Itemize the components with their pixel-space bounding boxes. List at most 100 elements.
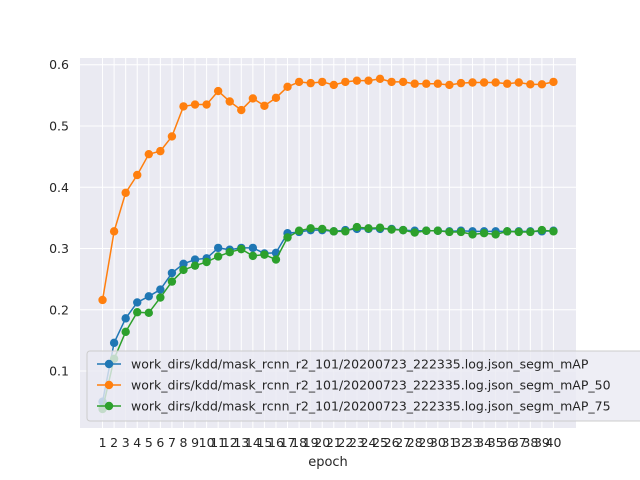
data-point: [133, 298, 142, 307]
x-tick-label: 3: [122, 435, 130, 450]
x-tick-label: 35: [488, 435, 504, 450]
data-point: [537, 80, 547, 89]
data-point: [283, 233, 292, 242]
data-point: [156, 146, 165, 156]
y-tick-label: 0.5: [49, 118, 69, 133]
data-point: [398, 77, 408, 87]
legend-label: work_dirs/kdd/mask_rcnn_r2_101/20200723_…: [131, 378, 611, 393]
x-tick-label: 34: [476, 435, 492, 450]
legend-label: work_dirs/kdd/mask_rcnn_r2_101/20200723_…: [131, 399, 611, 414]
data-point: [202, 257, 211, 267]
x-tick-label: 4: [133, 435, 141, 450]
x-tick-label: 25: [372, 435, 388, 450]
data-point: [479, 228, 489, 238]
legend-box: [86, 350, 640, 422]
x-tick-label: 33: [465, 435, 481, 450]
data-point: [468, 230, 477, 239]
x-tick-label: 28: [407, 435, 423, 450]
series-2: [98, 74, 558, 305]
data-point: [503, 79, 512, 88]
data-point: [352, 76, 362, 85]
data-point: [179, 265, 188, 275]
x-tick-label: 1: [99, 435, 107, 450]
x-tick-label: 6: [156, 435, 164, 450]
y-tick-label: 0.4: [49, 180, 69, 195]
data-point: [398, 225, 408, 235]
x-tick-label: 30: [430, 435, 446, 450]
legend-marker: [104, 401, 114, 411]
data-point: [491, 78, 500, 87]
x-tick-label: 23: [349, 435, 365, 450]
x-tick-label: 17: [280, 435, 296, 450]
x-tick-label: 21: [326, 435, 342, 450]
data-point: [260, 101, 269, 110]
data-point: [156, 293, 165, 302]
data-point: [410, 228, 419, 237]
data-point: [190, 261, 200, 270]
x-tick-label: 40: [546, 435, 562, 450]
data-point: [422, 226, 431, 235]
x-tick-label: 18: [291, 435, 307, 450]
legend-label: work_dirs/kdd/mask_rcnn_r2_101/20200723_…: [131, 357, 589, 372]
data-point: [445, 227, 454, 237]
x-tick-label: 10: [199, 435, 215, 450]
x-tick-label: 36: [499, 435, 515, 450]
x-tick-label: 38: [522, 435, 538, 450]
y-tick-label: 0.3: [49, 241, 69, 256]
data-point: [433, 226, 443, 235]
data-point: [549, 77, 558, 87]
data-point: [133, 308, 142, 317]
data-point: [468, 78, 477, 87]
x-tick-label: 7: [168, 435, 176, 450]
y-tick-label: 0.1: [49, 364, 69, 379]
data-point: [387, 225, 396, 234]
y-tick-labels: 0.1 0.2 0.3 0.4 0.5 0.6: [49, 57, 69, 378]
data-point: [318, 224, 327, 234]
data-point: [526, 227, 535, 237]
data-point: [341, 77, 350, 87]
legend-marker: [104, 380, 114, 390]
data-point: [503, 227, 512, 236]
x-tick-label: 11: [210, 435, 226, 450]
data-point: [433, 79, 443, 88]
x-tick-label: 27: [395, 435, 411, 450]
data-point: [456, 78, 466, 88]
data-point: [410, 79, 419, 88]
data-point: [167, 277, 177, 286]
data-point: [109, 338, 119, 348]
data-point: [318, 77, 327, 87]
data-point: [514, 78, 523, 87]
data-point: [202, 100, 211, 109]
data-point: [491, 230, 500, 239]
x-tick-label: 14: [245, 435, 261, 450]
data-point: [213, 252, 223, 261]
x-tick-label: 26: [384, 435, 400, 450]
x-tick-label: 20: [314, 435, 330, 450]
series-line: [101, 78, 554, 301]
data-point: [329, 227, 338, 236]
data-point: [121, 327, 130, 337]
data-point: [283, 82, 292, 91]
x-tick-label: 31: [441, 435, 457, 450]
y-tick-label: 0.2: [49, 302, 69, 317]
data-point: [306, 224, 315, 233]
x-tick-label: 8: [180, 435, 188, 450]
series-layer: [98, 74, 558, 414]
x-tick-label: 16: [268, 435, 284, 450]
data-point: [329, 80, 338, 90]
x-tick-label: 15: [256, 435, 272, 450]
series-line: [101, 226, 554, 410]
data-point: [387, 77, 396, 87]
data-point: [167, 132, 177, 141]
data-point: [352, 222, 362, 232]
data-point: [422, 79, 431, 88]
data-point: [225, 247, 234, 257]
x-tick-label: 5: [145, 435, 153, 450]
data-point: [341, 227, 350, 236]
data-point: [294, 77, 304, 87]
data-point: [121, 314, 130, 323]
data-point: [479, 78, 489, 87]
x-tick-label: 22: [337, 435, 353, 450]
data-point: [248, 251, 258, 261]
